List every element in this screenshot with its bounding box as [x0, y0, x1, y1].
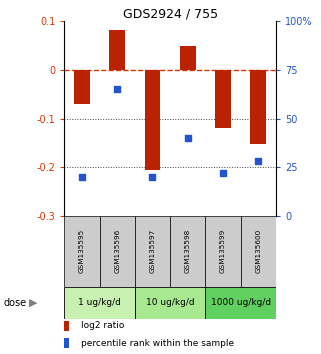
Bar [215, 70, 231, 128]
Text: ▶: ▶ [29, 298, 37, 308]
Text: GSM135595: GSM135595 [79, 229, 85, 273]
Text: dose: dose [3, 298, 26, 308]
Bar [241, 216, 276, 287]
Text: GSM135599: GSM135599 [220, 229, 226, 273]
Bar [135, 287, 205, 319]
Bar [74, 70, 90, 104]
Bar [64, 321, 69, 331]
Bar [109, 30, 125, 70]
Title: GDS2924 / 755: GDS2924 / 755 [123, 7, 218, 20]
Bar [144, 70, 160, 170]
Bar [205, 216, 241, 287]
Point [221, 170, 226, 176]
Text: GSM135596: GSM135596 [114, 229, 120, 273]
Point [256, 159, 261, 164]
Text: 1000 ug/kg/d: 1000 ug/kg/d [211, 298, 271, 307]
Bar [64, 338, 69, 348]
Text: 10 ug/kg/d: 10 ug/kg/d [146, 298, 195, 307]
Text: log2 ratio: log2 ratio [81, 321, 125, 330]
Text: percentile rank within the sample: percentile rank within the sample [81, 339, 234, 348]
Bar [64, 216, 100, 287]
Text: GSM135598: GSM135598 [185, 229, 191, 273]
Point [115, 86, 120, 92]
Bar [170, 216, 205, 287]
Text: 1 ug/kg/d: 1 ug/kg/d [78, 298, 121, 307]
Text: GSM135600: GSM135600 [256, 229, 261, 273]
Bar [180, 46, 196, 70]
Bar [250, 70, 266, 144]
Bar [64, 287, 135, 319]
Text: GSM135597: GSM135597 [150, 229, 155, 273]
Bar [100, 216, 135, 287]
Point [79, 174, 84, 180]
Point [185, 135, 190, 141]
Bar [205, 287, 276, 319]
Bar [135, 216, 170, 287]
Point [150, 174, 155, 180]
